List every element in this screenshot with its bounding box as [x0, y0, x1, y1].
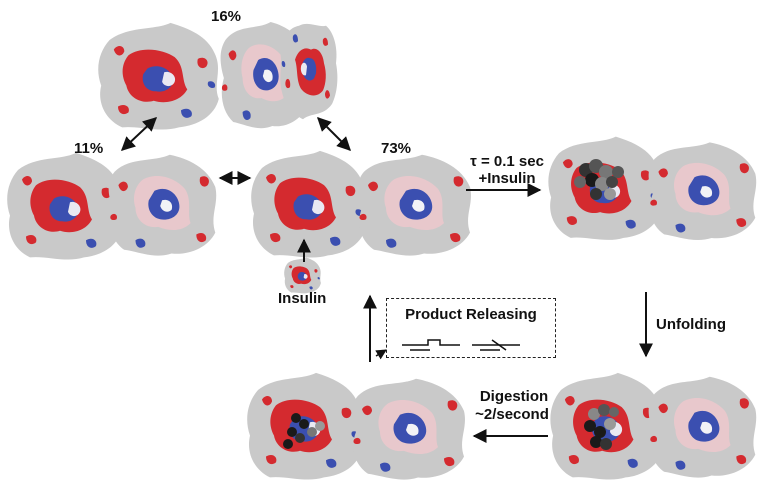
product-fragments-icon [402, 339, 520, 351]
equilibrium-arrow-top-center [317, 117, 351, 151]
equilibrium-arrow-left-top [120, 117, 158, 151]
plus-insulin-label: +Insulin [478, 170, 536, 187]
substrate-cluster [584, 404, 619, 450]
enzyme-lobe [351, 378, 465, 480]
percentage-left: 11% [74, 140, 104, 157]
enzyme-state-unfolded [550, 372, 757, 480]
enzyme-lobe [280, 23, 338, 120]
enzyme-lobe [108, 154, 217, 256]
product-releasing-box: Product Releasing [386, 298, 556, 358]
rate-label: ~2/second [475, 406, 549, 423]
enzyme-lobe [251, 150, 366, 258]
percentage-top: 16% [211, 8, 242, 25]
enzyme-state-bound [548, 136, 757, 241]
enzyme-state-left [7, 152, 217, 260]
enzyme-state-digested [247, 372, 465, 480]
enzyme-state-top [98, 22, 338, 130]
enzyme-lobe [648, 142, 757, 241]
enzyme-lobe [98, 22, 219, 130]
time-constant-label: τ = 0.1 sec [470, 153, 544, 170]
substrate-cluster [574, 159, 624, 200]
percentage-center: 73% [381, 140, 412, 157]
insulin-label: Insulin [278, 290, 327, 307]
digestion-label: Digestion [479, 388, 549, 405]
substrate-cluster [283, 413, 325, 449]
product-release-branch-arrow [375, 349, 387, 360]
enzyme-lobe [7, 152, 122, 260]
enzyme-lobe [357, 154, 471, 256]
enzyme-state-center [251, 150, 471, 258]
unfolding-label: Unfolding [656, 316, 726, 333]
insulin-molecule [284, 257, 321, 294]
enzyme-lobe [648, 376, 757, 478]
product-releasing-label: Product Releasing [405, 306, 537, 323]
